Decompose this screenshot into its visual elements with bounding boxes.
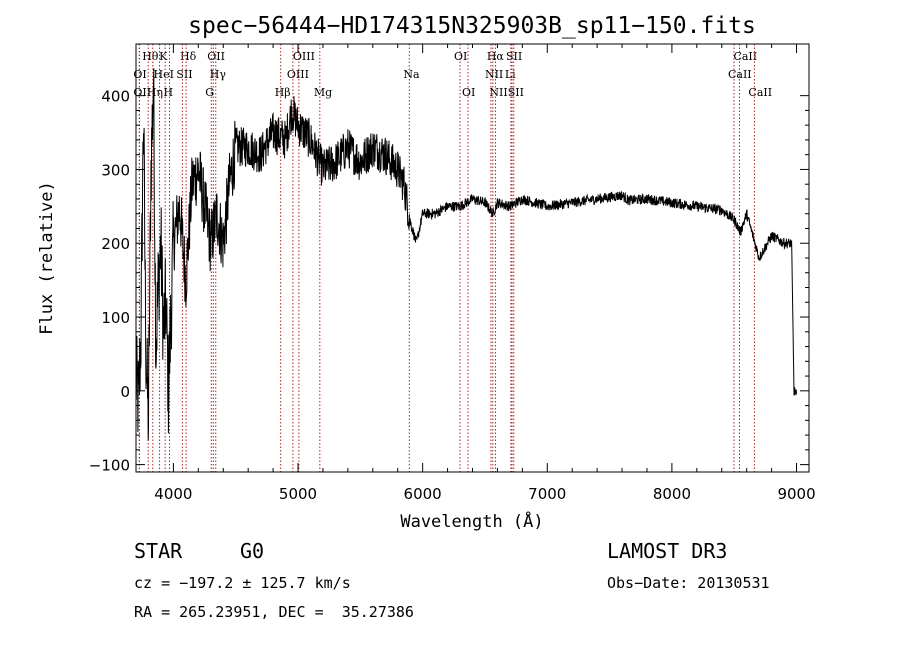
x-tick-label: 6000 bbox=[404, 485, 442, 503]
y-tick-label: 100 bbox=[101, 309, 130, 327]
line-marker-label: OI bbox=[133, 68, 146, 81]
line-marker-label: Hη bbox=[147, 86, 163, 99]
line-marker-label: Li bbox=[505, 68, 516, 81]
x-tick-label: 8000 bbox=[653, 485, 691, 503]
line-marker-label: Hθ bbox=[142, 50, 159, 63]
spectrum-series bbox=[135, 68, 797, 441]
y-tick-label: 400 bbox=[101, 88, 130, 106]
x-tick-label: 4000 bbox=[154, 485, 192, 503]
observation-date: Obs−Date: 20130531 bbox=[607, 574, 770, 592]
y-tick-label: 300 bbox=[101, 161, 130, 179]
spectrum-line bbox=[135, 68, 797, 441]
line-marker-label: Hδ bbox=[180, 50, 197, 63]
axis-ticks: 4000 5000 6000 7000 8000 9000 −100 0 100 200 300 40… bbox=[89, 44, 816, 503]
y-axis-label: Flux (relative) bbox=[37, 181, 57, 335]
x-tick-label: 9000 bbox=[777, 485, 815, 503]
line-marker-label: OIII bbox=[287, 68, 309, 81]
line-marker-label: G bbox=[205, 86, 214, 99]
line-marker-label: NII bbox=[485, 68, 503, 81]
line-marker-label: Hβ bbox=[275, 86, 291, 99]
line-marker-label: SII bbox=[176, 68, 192, 81]
coordinates: RA = 265.23951, DEC = 35.27386 bbox=[134, 603, 414, 621]
survey-name: LAMOST DR3 bbox=[607, 539, 728, 563]
line-marker-label: SII bbox=[508, 86, 524, 99]
line-marker-label: Hα bbox=[487, 50, 505, 63]
y-tick-label: 0 bbox=[120, 383, 130, 401]
plot-frame bbox=[135, 43, 810, 473]
spectral-subclass: G0 bbox=[240, 539, 265, 563]
y-tick-label: 200 bbox=[101, 235, 130, 253]
line-marker-label: CaII bbox=[748, 86, 772, 99]
line-marker-label: SII bbox=[506, 50, 522, 63]
line-marker-label: CaII bbox=[728, 68, 752, 81]
x-tick-label: 5000 bbox=[279, 485, 317, 503]
line-marker-label: OII bbox=[207, 50, 225, 63]
line-marker-label: Hγ bbox=[210, 68, 227, 81]
line-marker-label: OIII bbox=[293, 50, 315, 63]
line-marker-label: OI bbox=[454, 50, 467, 63]
line-marker-label: Mg bbox=[314, 86, 332, 99]
x-tick-label: 7000 bbox=[528, 485, 566, 503]
line-marker-label: H bbox=[164, 86, 174, 99]
object-type: STAR bbox=[134, 539, 183, 563]
line-marker-label: Na bbox=[403, 68, 420, 81]
line-marker-label: K bbox=[159, 50, 168, 63]
redshift-cz: cz = −197.2 ± 125.7 km/s bbox=[134, 574, 351, 592]
line-marker-label: OI bbox=[462, 86, 475, 99]
line-marker-label: CaII bbox=[733, 50, 757, 63]
line-marker-label: HeI bbox=[154, 68, 174, 81]
chart-title: spec−56444−HD174315N325903B_sp11−150.fit… bbox=[188, 13, 756, 39]
x-axis-label: Wavelength (Å) bbox=[400, 510, 543, 532]
y-tick-label: −100 bbox=[89, 457, 130, 475]
line-marker-label: NII bbox=[489, 86, 507, 99]
